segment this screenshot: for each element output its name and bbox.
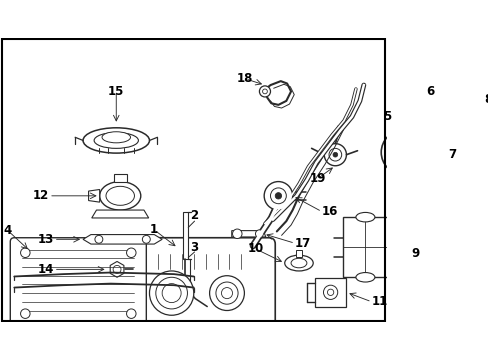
Polygon shape: [314, 278, 346, 307]
Ellipse shape: [388, 138, 417, 167]
Text: 6: 6: [425, 85, 433, 98]
Text: 10: 10: [247, 242, 263, 255]
Circle shape: [262, 89, 267, 94]
Polygon shape: [92, 210, 148, 218]
Circle shape: [20, 309, 30, 318]
Polygon shape: [231, 231, 265, 237]
Text: 19: 19: [309, 172, 325, 185]
Circle shape: [324, 144, 346, 166]
Polygon shape: [88, 189, 100, 202]
Text: 18: 18: [237, 72, 253, 85]
Polygon shape: [343, 217, 387, 277]
Circle shape: [126, 309, 136, 318]
Ellipse shape: [422, 160, 454, 192]
Ellipse shape: [447, 107, 485, 158]
Ellipse shape: [355, 273, 374, 282]
Text: 17: 17: [294, 237, 311, 250]
Ellipse shape: [284, 255, 313, 271]
Ellipse shape: [100, 181, 141, 210]
Ellipse shape: [355, 212, 374, 222]
Ellipse shape: [412, 103, 447, 138]
Ellipse shape: [428, 167, 447, 185]
Circle shape: [95, 235, 102, 243]
Text: 3: 3: [190, 241, 198, 254]
Text: 16: 16: [321, 205, 338, 218]
Polygon shape: [110, 261, 123, 277]
Ellipse shape: [102, 132, 130, 143]
Ellipse shape: [162, 284, 181, 303]
Circle shape: [264, 181, 292, 210]
Circle shape: [259, 86, 270, 97]
Circle shape: [232, 229, 242, 239]
Circle shape: [255, 230, 263, 238]
Ellipse shape: [381, 130, 425, 175]
Ellipse shape: [156, 277, 187, 309]
Circle shape: [126, 248, 136, 257]
Ellipse shape: [290, 258, 306, 268]
Ellipse shape: [216, 282, 238, 304]
Polygon shape: [83, 235, 162, 244]
Text: 2: 2: [190, 209, 198, 222]
Text: 8: 8: [484, 93, 488, 106]
Polygon shape: [183, 212, 188, 259]
Ellipse shape: [209, 276, 244, 311]
Text: 15: 15: [108, 85, 124, 98]
Circle shape: [328, 148, 341, 161]
Circle shape: [327, 289, 333, 296]
Ellipse shape: [149, 271, 193, 315]
Text: 11: 11: [371, 295, 387, 308]
Ellipse shape: [94, 132, 138, 148]
Text: 13: 13: [38, 233, 54, 246]
Ellipse shape: [83, 128, 149, 153]
Circle shape: [275, 193, 281, 199]
Circle shape: [142, 235, 150, 243]
Text: 4: 4: [4, 224, 12, 237]
Circle shape: [20, 248, 30, 257]
Text: 1: 1: [150, 223, 158, 236]
Text: 7: 7: [447, 148, 455, 161]
Ellipse shape: [221, 288, 232, 299]
Circle shape: [323, 285, 337, 300]
Text: 14: 14: [38, 263, 54, 276]
FancyBboxPatch shape: [10, 238, 146, 329]
Circle shape: [332, 152, 337, 157]
Circle shape: [113, 265, 121, 273]
Circle shape: [270, 188, 286, 204]
Text: 9: 9: [410, 247, 419, 260]
Ellipse shape: [419, 111, 440, 131]
Bar: [114, 174, 126, 181]
Ellipse shape: [106, 186, 134, 205]
Ellipse shape: [453, 113, 478, 152]
Bar: [295, 251, 302, 257]
Text: 5: 5: [383, 110, 391, 123]
FancyBboxPatch shape: [128, 238, 275, 341]
Text: 12: 12: [33, 189, 49, 202]
